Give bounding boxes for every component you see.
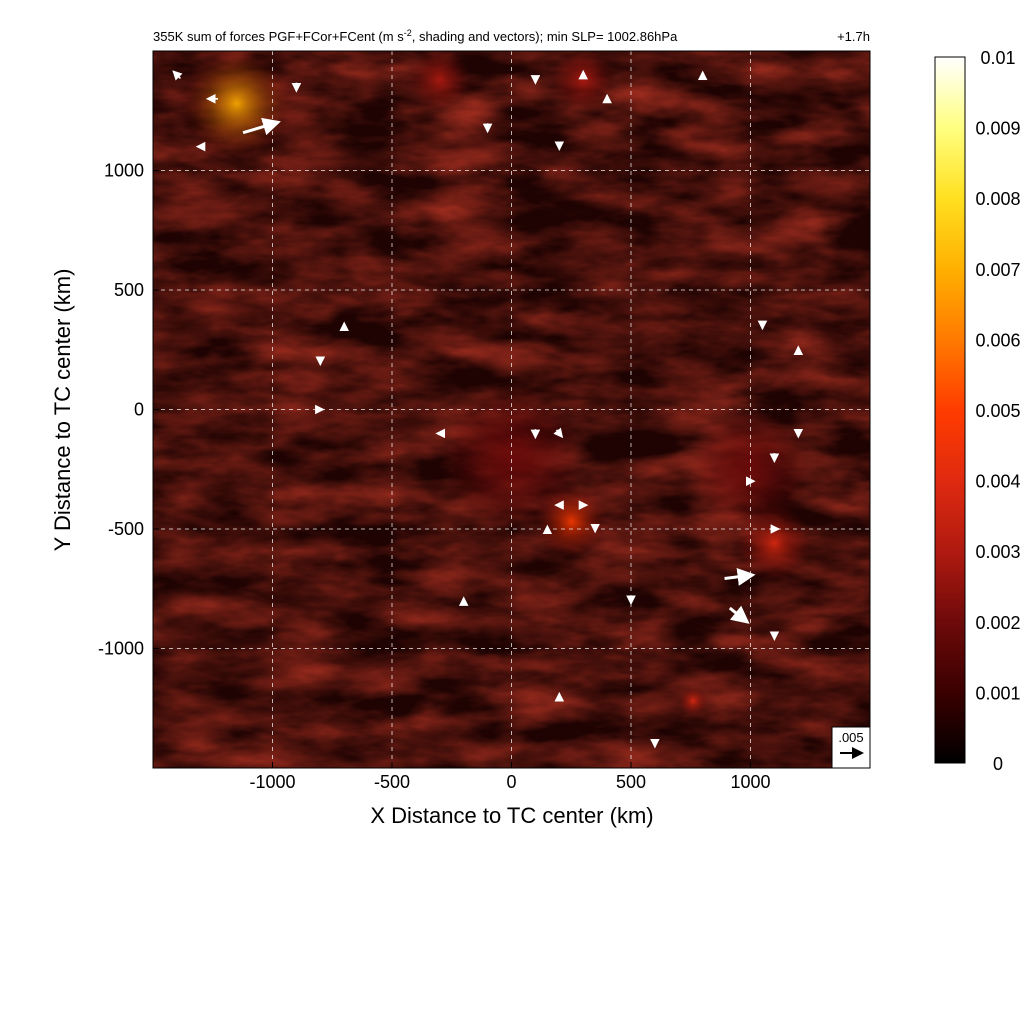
colorbar-tick-label: 0.006 (975, 330, 1020, 350)
colorbar-tick-label: 0.01 (980, 48, 1015, 68)
x-axis-label: X Distance to TC center (km) (370, 803, 653, 828)
y-tick-label: -500 (108, 519, 144, 539)
colorbar-tick-label: 0.002 (975, 613, 1020, 633)
colorbar-tick-label: 0.008 (975, 189, 1020, 209)
colorbar-tick-label: 0.003 (975, 542, 1020, 562)
force-vector (172, 70, 183, 81)
heatmap-hotspot (439, 385, 584, 529)
force-vectors (172, 69, 804, 749)
heatmap-hotspot (552, 51, 615, 111)
y-tick-label: 0 (134, 400, 144, 420)
colorbar-tick-label: 0.001 (975, 683, 1020, 703)
heatmap-hotspot (678, 686, 708, 716)
y-axis-label: Y Distance to TC center (km) (50, 269, 75, 552)
force-vector (728, 605, 750, 624)
x-tick-label: 1000 (730, 772, 770, 792)
colorbar-tick-label: 0.004 (975, 472, 1020, 492)
x-tick-label: -1000 (249, 772, 295, 792)
chart-title: 355K sum of forces PGF+FCor+FCent (m s-2… (153, 28, 678, 44)
x-ticks: -1000 -500 0 500 1000 (249, 762, 771, 792)
force-vector (724, 567, 756, 586)
x-tick-label: 0 (506, 772, 516, 792)
colorbar-tick-label: 0.007 (975, 260, 1020, 280)
colorbar-ticks: 0 0.001 0.002 0.003 0.004 0.005 0.006 0.007 0.00… (975, 48, 1020, 774)
colorbar-tick-label: 0.005 (975, 401, 1020, 421)
colorbar (934, 56, 966, 764)
colorbar-tick-label: 0 (993, 754, 1003, 774)
y-tick-label: -1000 (98, 639, 144, 659)
y-tick-label: 500 (114, 280, 144, 300)
heatmap-hotspots (181, 51, 813, 716)
reference-vector: .005 (831, 726, 871, 769)
heatmap-hotspot (181, 51, 292, 159)
force-vector (553, 427, 564, 439)
force-vector (242, 117, 281, 136)
x-tick-label: -500 (374, 772, 410, 792)
x-tick-label: 500 (616, 772, 646, 792)
colorbar-tick-label: 0.009 (975, 119, 1020, 139)
reference-vector-label: .005 (838, 730, 863, 745)
heatmap-hotspot (408, 51, 471, 111)
plot-area (153, 51, 870, 768)
y-tick-label: 1000 (104, 161, 144, 181)
time-label: +1.7h (837, 29, 870, 44)
y-ticks: -1000 -500 0 500 1000 (98, 161, 159, 659)
